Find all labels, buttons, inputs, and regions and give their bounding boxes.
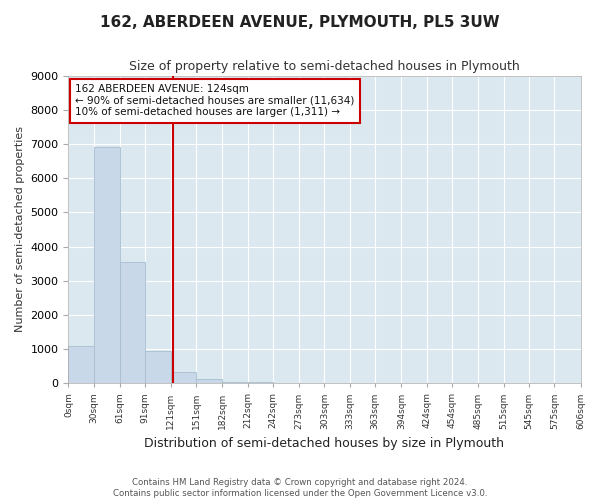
Bar: [248, 382, 273, 384]
Text: 162, ABERDEEN AVENUE, PLYMOUTH, PL5 3UW: 162, ABERDEEN AVENUE, PLYMOUTH, PL5 3UW: [100, 15, 500, 30]
Bar: [120, 262, 145, 384]
Bar: [94, 148, 120, 384]
Bar: [145, 351, 170, 384]
Bar: [170, 372, 196, 384]
Title: Size of property relative to semi-detached houses in Plymouth: Size of property relative to semi-detach…: [129, 60, 520, 73]
Bar: [222, 382, 248, 384]
Text: 162 ABERDEEN AVENUE: 124sqm
← 90% of semi-detached houses are smaller (11,634)
1: 162 ABERDEEN AVENUE: 124sqm ← 90% of sem…: [75, 84, 355, 117]
X-axis label: Distribution of semi-detached houses by size in Plymouth: Distribution of semi-detached houses by …: [145, 437, 505, 450]
Text: Contains HM Land Registry data © Crown copyright and database right 2024.
Contai: Contains HM Land Registry data © Crown c…: [113, 478, 487, 498]
Y-axis label: Number of semi-detached properties: Number of semi-detached properties: [15, 126, 25, 332]
Bar: [196, 379, 222, 384]
Bar: [68, 346, 94, 384]
